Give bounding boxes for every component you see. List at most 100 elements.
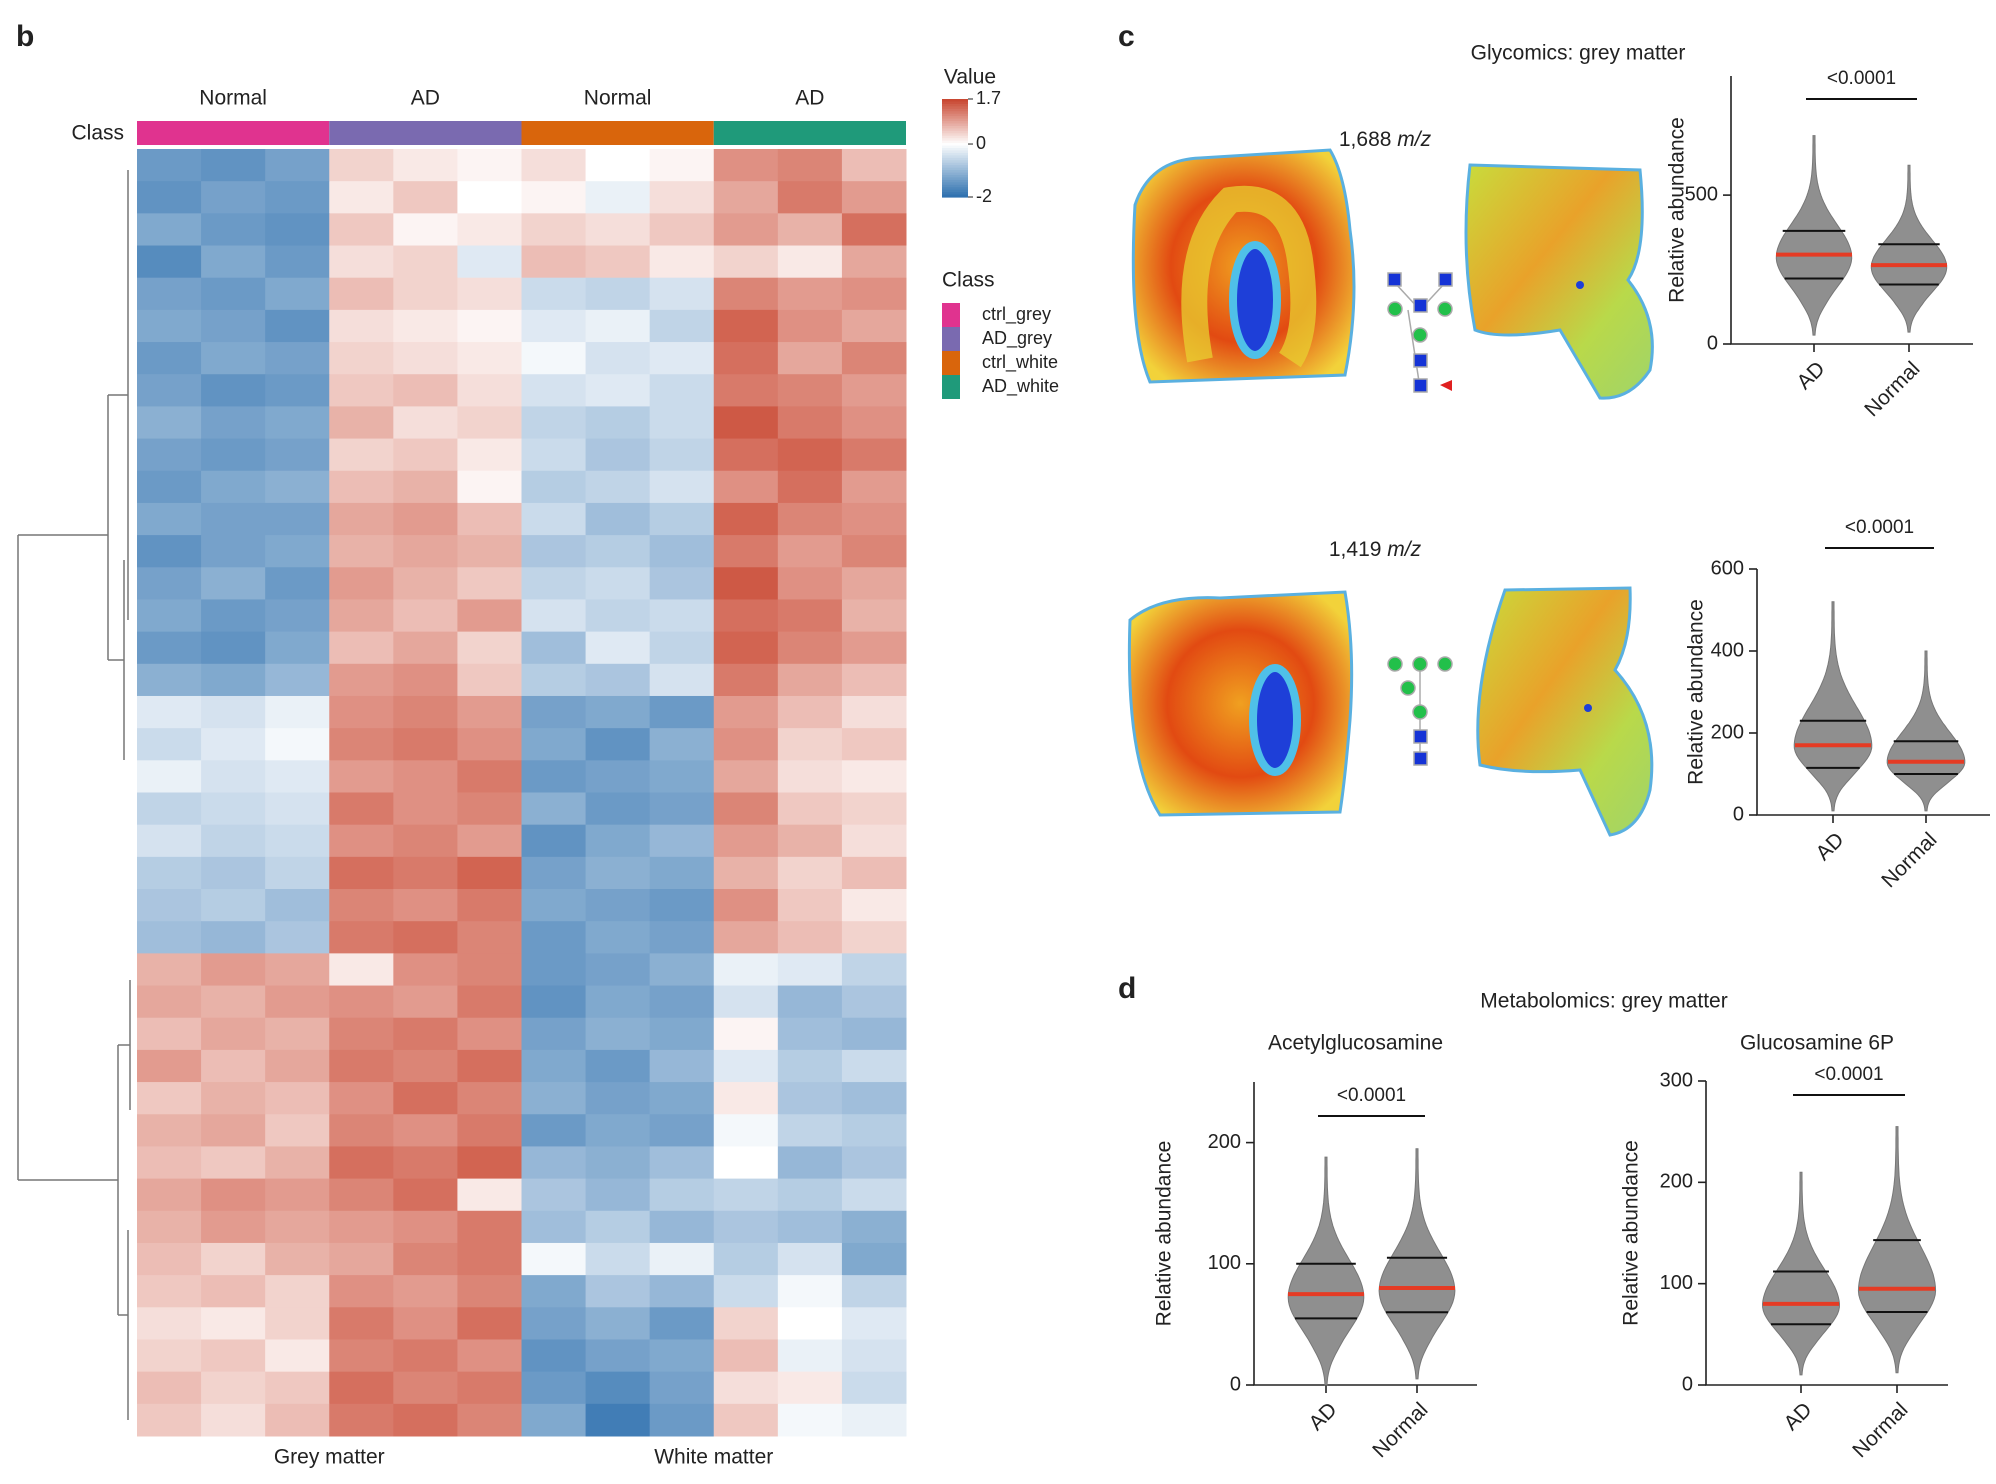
colorbar-step <box>942 182 968 186</box>
colorbar-step <box>942 138 968 142</box>
heatmap-cell <box>329 856 394 890</box>
heatmap-cell <box>649 1114 715 1147</box>
heatmap-cell <box>457 1307 522 1340</box>
heatmap-cell <box>329 631 394 665</box>
heatmap-cell <box>649 149 715 182</box>
axis <box>1730 76 1973 345</box>
heatmap-cell <box>393 695 458 729</box>
heatmap-cell <box>201 1275 266 1308</box>
heatmap-cell <box>521 181 587 214</box>
heatmap-cell <box>265 1114 330 1147</box>
heatmap-cell <box>649 728 715 761</box>
heatmap-cell <box>265 342 330 375</box>
legend-label: ctrl_white <box>982 352 1058 373</box>
heatmap-cell <box>457 728 522 761</box>
heatmap-cell <box>777 856 843 890</box>
axis <box>1756 569 1990 816</box>
heatmap-cell <box>457 1017 522 1051</box>
heatmap-cell <box>201 953 266 987</box>
chart-title: Glucosamine 6P <box>1740 1032 1894 1055</box>
heatmap-cell <box>585 1178 651 1212</box>
heatmap-cell <box>201 1178 266 1212</box>
heatmap-cell <box>137 1114 202 1147</box>
heatmap-cell <box>329 953 394 987</box>
heatmap-cell <box>649 1210 715 1244</box>
colorbar-step <box>942 145 968 149</box>
heatmap-cell <box>137 374 202 407</box>
colorbar-tick-label: 1.7 <box>976 88 1001 108</box>
heatmap-cell <box>457 985 522 1019</box>
tissue-image <box>1131 148 1356 384</box>
heatmap-cell <box>841 695 907 729</box>
heatmap-cell <box>265 213 330 247</box>
class-bar <box>713 121 906 145</box>
matter-label: White matter <box>654 1446 773 1469</box>
heatmap-cell <box>457 245 522 279</box>
heatmap-cell <box>841 985 907 1019</box>
heatmap-cell <box>201 985 266 1019</box>
heatmap-cell <box>393 824 458 858</box>
heatmap-cell <box>393 599 458 633</box>
mz-value: 1,419 <box>1329 538 1382 561</box>
heatmap-cell <box>521 695 587 729</box>
heatmap-cell <box>457 1178 522 1212</box>
heatmap-cell <box>841 567 907 600</box>
heatmap-cell <box>521 535 587 568</box>
heatmap-cell <box>585 406 651 440</box>
y-axis-label: Relative abundance <box>1620 1140 1643 1326</box>
x-tick-label: AD <box>1793 357 1830 394</box>
heatmap-cell <box>393 470 458 504</box>
heatmap-cell <box>137 695 202 729</box>
heatmap-cell <box>713 599 779 633</box>
heatmap-cell <box>393 1082 458 1115</box>
heatmap-cell <box>713 181 779 214</box>
heatmap-cell <box>457 470 522 504</box>
y-tick-label: 0 <box>1707 332 1718 354</box>
x-tick-label: AD <box>1305 1398 1342 1435</box>
heatmap-cell <box>585 1307 651 1340</box>
heatmap-cell <box>393 921 458 954</box>
heatmap-cell <box>393 1307 458 1340</box>
heatmap-cell <box>201 1371 266 1405</box>
heatmap-cell <box>841 856 907 890</box>
heatmap-cell <box>137 1371 202 1405</box>
heatmap-cell <box>201 728 266 761</box>
heatmap-cell <box>713 245 779 279</box>
heatmap-cell <box>137 953 202 987</box>
heatmap-cell <box>137 792 202 826</box>
legend-label: AD_white <box>982 376 1059 397</box>
heatmap-cell <box>201 1082 266 1115</box>
heatmap-cell <box>137 760 202 793</box>
heatmap-cell <box>521 1275 587 1308</box>
heatmap-cell <box>777 1339 843 1373</box>
colorbar-step <box>942 148 968 152</box>
heatmap-cell <box>585 663 651 697</box>
heatmap-cell <box>777 1114 843 1147</box>
heatmap-cell <box>713 535 779 568</box>
heatmap-cell <box>201 889 266 922</box>
colorbar-step <box>942 157 968 161</box>
heatmap-cell <box>521 1114 587 1147</box>
heatmap-cell <box>649 1371 715 1405</box>
heatmap-cell <box>777 1307 843 1340</box>
heatmap-cell <box>841 1114 907 1147</box>
heatmap-cell <box>137 631 202 665</box>
heatmap-cell <box>841 213 907 247</box>
heatmap-cell <box>457 889 522 922</box>
heatmap-cell <box>521 889 587 922</box>
colorbar-title: Value <box>944 66 996 89</box>
heatmap-cell <box>649 181 715 214</box>
heatmap-cell <box>393 374 458 407</box>
heatmap-cell <box>649 309 715 343</box>
heatmap-cell <box>457 953 522 987</box>
heatmap-cell <box>265 502 330 536</box>
heatmap-cell <box>713 470 779 504</box>
heatmap-cell <box>841 1082 907 1115</box>
heatmap-cell <box>329 921 394 954</box>
heatmap-cell <box>649 792 715 826</box>
heatmap-cell <box>265 760 330 793</box>
y-tick-label: 600 <box>1711 557 1744 579</box>
heatmap-cell <box>521 406 587 440</box>
heatmap-cell <box>585 856 651 890</box>
heatmap-cell <box>329 1114 394 1147</box>
